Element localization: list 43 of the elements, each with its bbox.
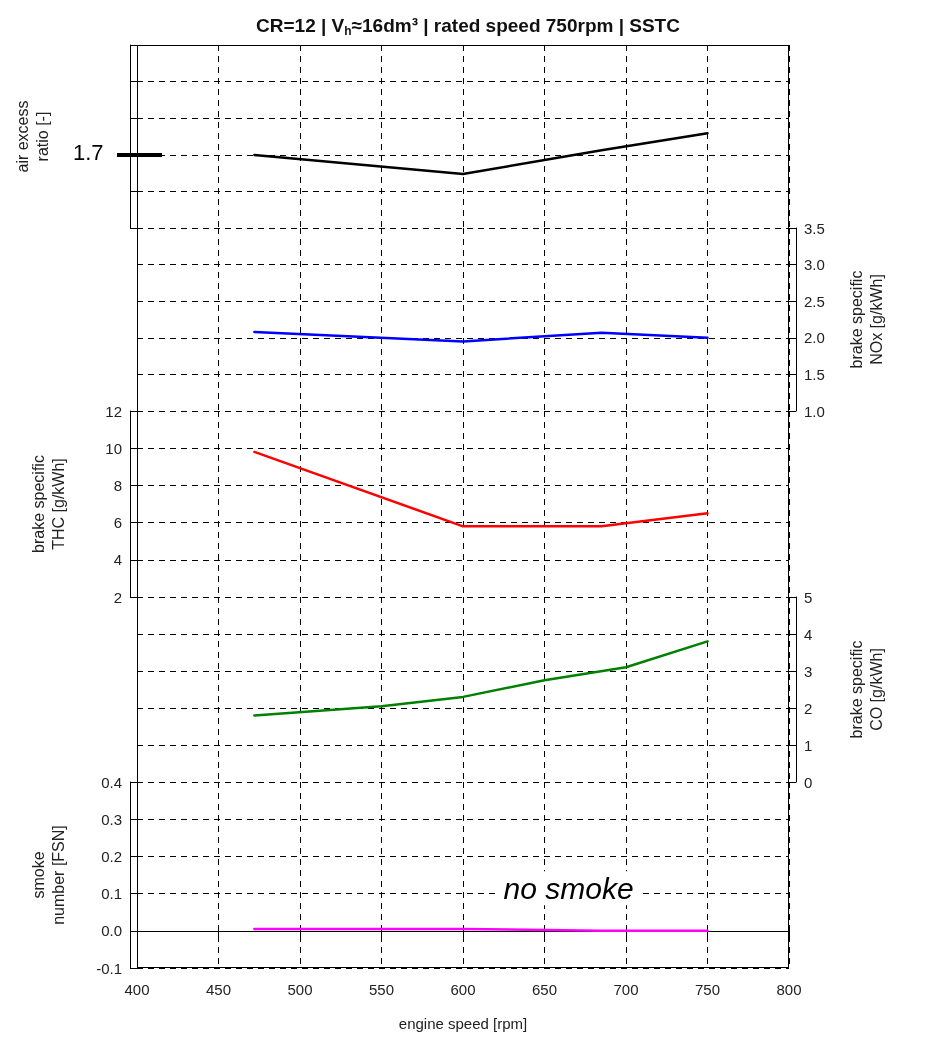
y-tick-label: 5 [804,588,813,606]
y-tick-label: 6 [113,514,122,532]
y-tick-label: 2 [804,699,813,717]
x-tick-label: 600 [450,981,476,998]
y-tick-label: 0.1 [101,885,122,903]
y-tick-label: 0.0 [101,922,122,940]
y-tick-label: 3.0 [804,256,825,274]
x-tick-label: 450 [205,981,232,998]
y-tick-label: 3 [804,662,813,680]
y-tick-label: 2.5 [804,292,825,310]
y-tick-label: 1 [804,736,813,754]
x-axis-title: engine speed [rpm] [398,1015,528,1032]
y-axis-title: brake specific THC [g/kWh] [29,455,67,553]
y-tick-label: 8 [113,476,122,494]
y-tick-label: 1.0 [804,402,825,420]
y-tick-label: 0.2 [101,847,122,865]
y-tick-label: 12 [105,402,122,420]
x-tick-label: 700 [613,981,639,998]
x-tick-label: 400 [124,981,150,998]
y-tick-label: 4 [113,551,122,569]
y-tick-label: 3.5 [804,219,825,237]
y-tick-label: 0 [804,773,813,791]
x-tick-label: 750 [694,981,721,998]
x-tick-label: 500 [287,981,313,998]
x-tick-label: 550 [368,981,395,998]
y-tick-label: 1.5 [804,365,825,383]
y-axis-title: smoke number [FSN] [29,825,67,925]
annotation: no smoke [503,871,634,905]
y-tick-label: 0.4 [101,773,122,791]
y-axis-title: brake specific CO [g/kWh] [847,640,885,739]
y-tick-label: 10 [105,439,122,457]
y-axis-title: brake specific NOx [g/kWh] [847,270,885,369]
y-tick-label: 2.0 [804,329,825,347]
line-series [253,640,709,717]
y-tick-label: 4 [804,625,813,643]
y-axis-title: air excess ratio [-] [13,100,51,173]
x-tick-label: 800 [776,981,802,998]
x-tick-label: 650 [531,981,558,998]
y-tick-label: 2 [113,588,122,606]
line-series [253,330,709,343]
y-tick-label: -0.1 [96,959,122,977]
text: 1.7 [73,140,104,166]
y-tick-label: 0.3 [101,810,122,828]
